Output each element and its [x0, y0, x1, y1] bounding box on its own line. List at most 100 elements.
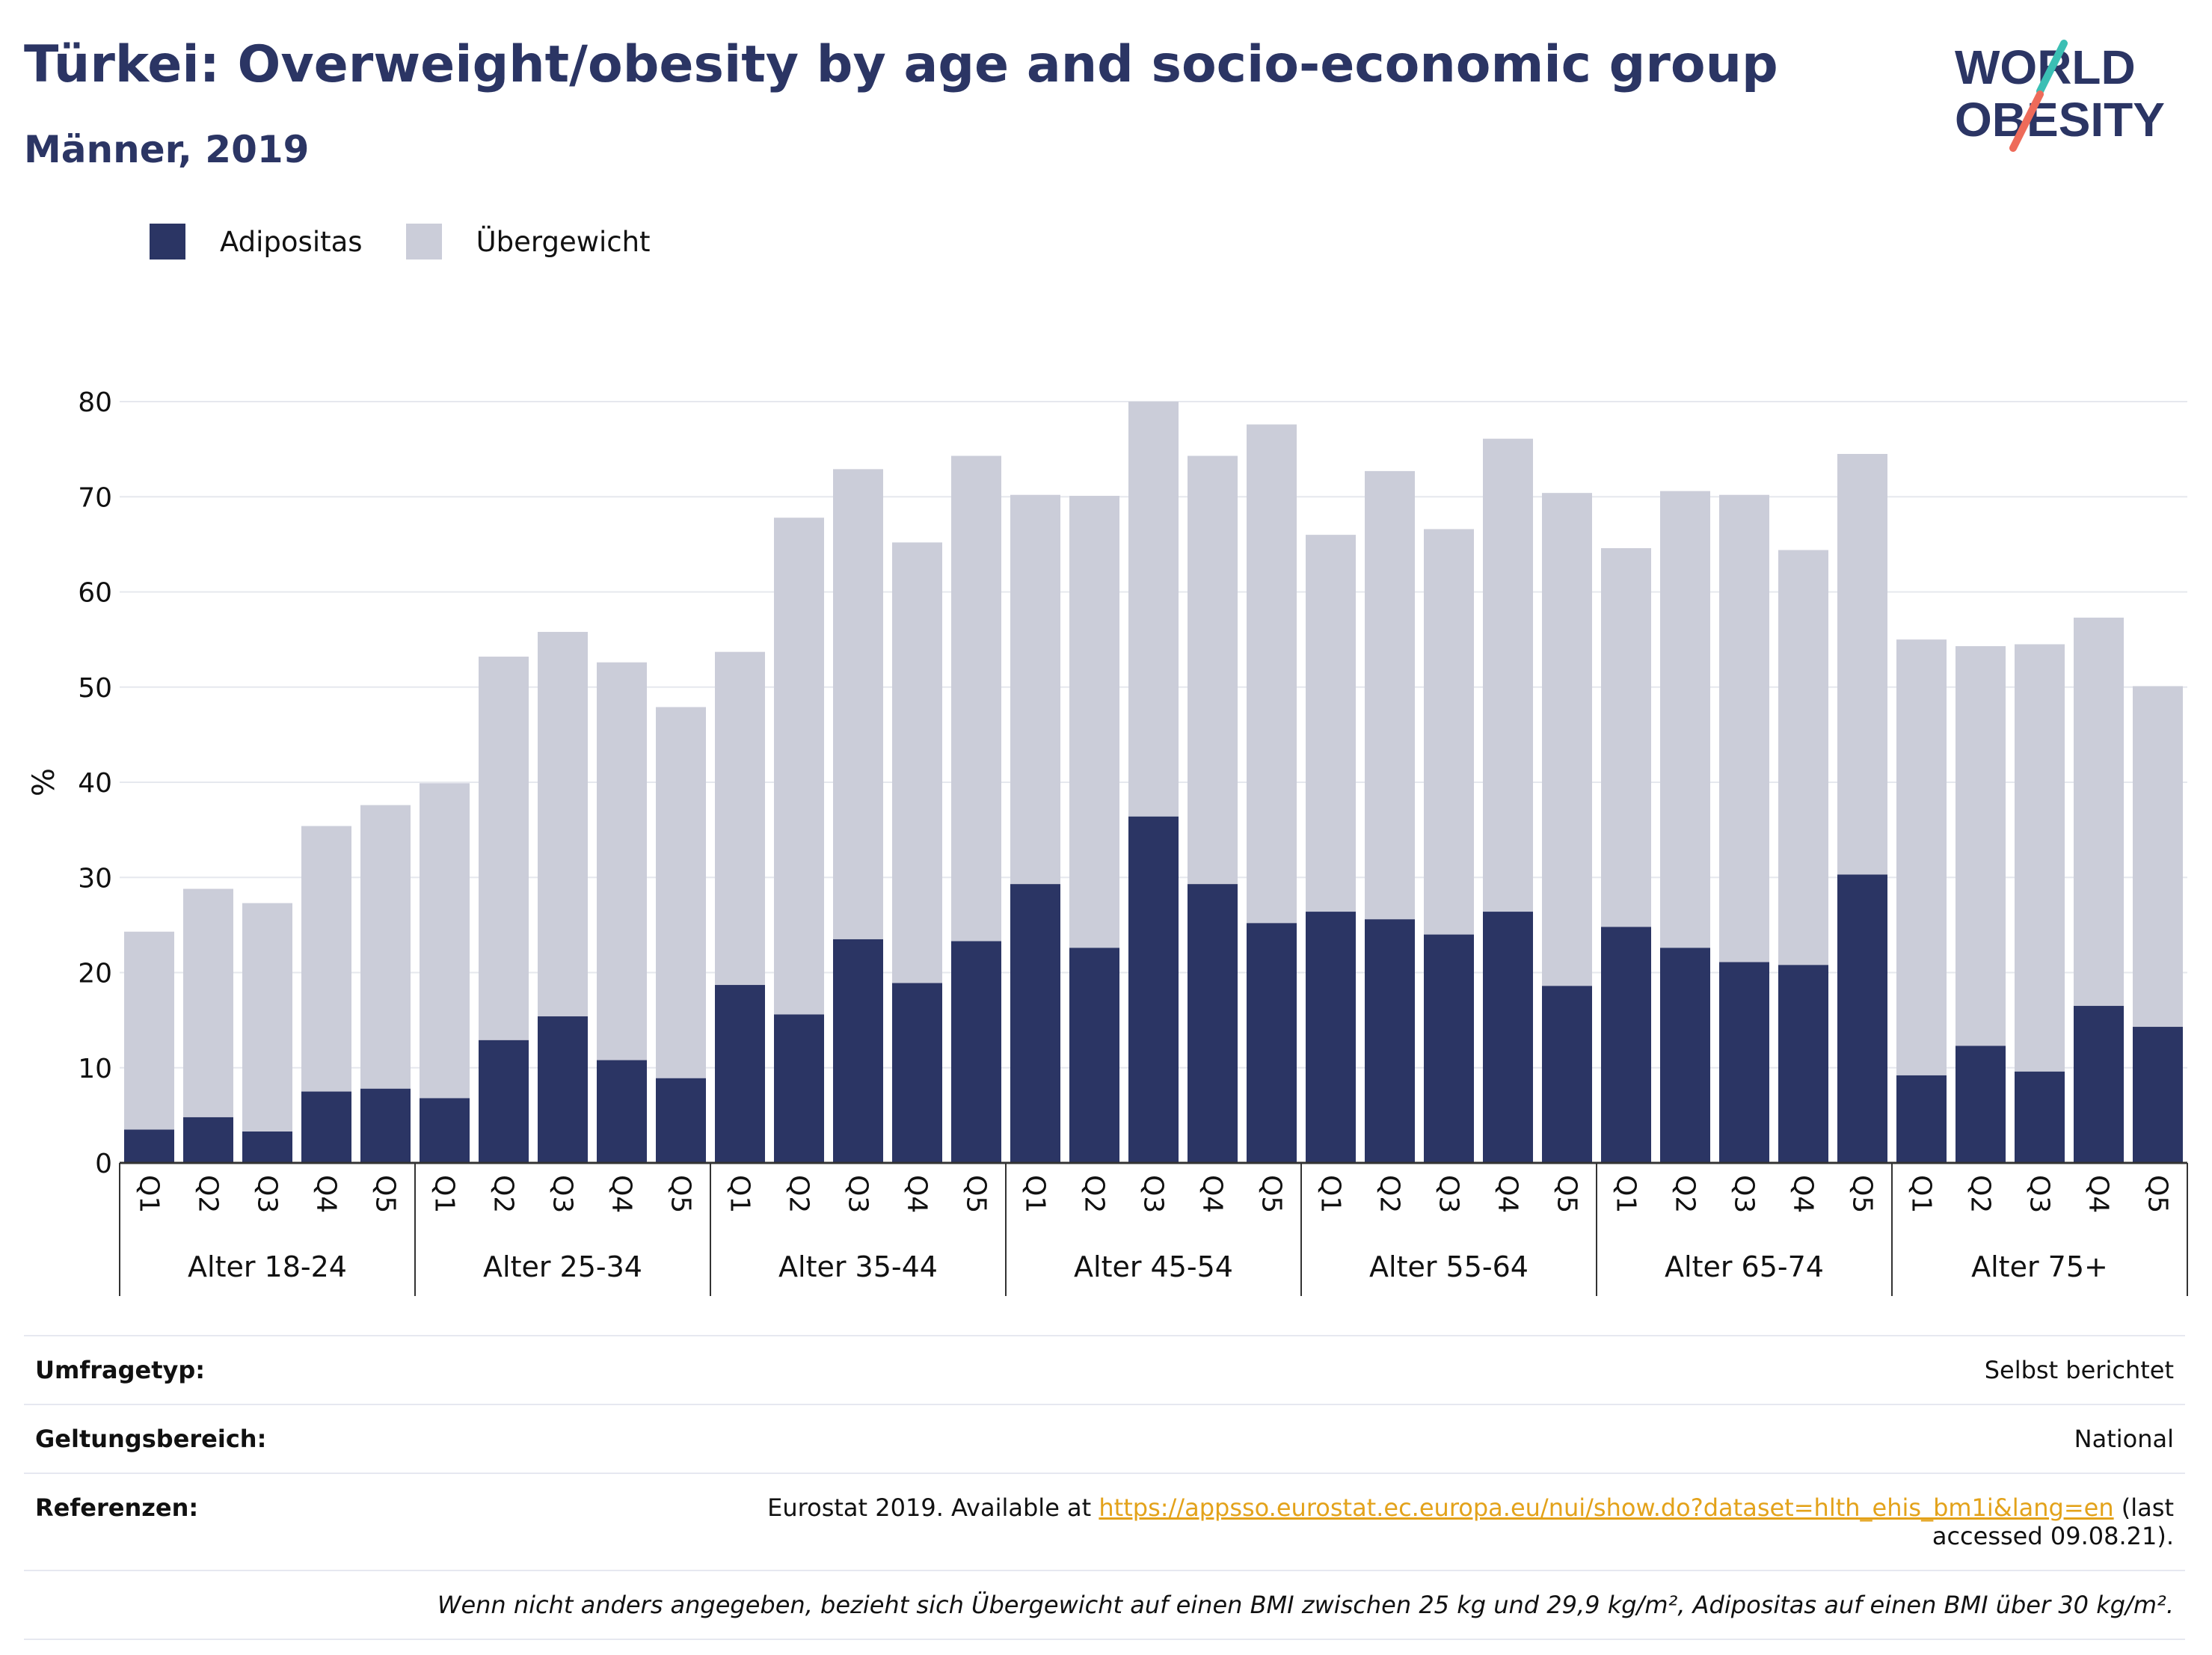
- bar-uebergewicht: [2015, 644, 2065, 1072]
- y-tick-label: 20: [78, 959, 112, 989]
- references-label: Referenzen:: [35, 1493, 199, 1522]
- legend-item-adipositas[interactable]: Adipositas: [150, 224, 363, 260]
- bar-adipositas: [715, 985, 765, 1163]
- x-tick-label: Q3: [252, 1175, 283, 1213]
- bar-uebergewicht: [1719, 494, 1769, 962]
- bar-uebergewicht: [242, 903, 292, 1132]
- group-label: Alter 45-54: [1074, 1250, 1233, 1283]
- y-tick-label: 0: [95, 1149, 112, 1179]
- x-tick-label: Q2: [1374, 1175, 1405, 1213]
- x-tick-label: Q1: [1020, 1175, 1051, 1213]
- group-label: Alter 35-44: [778, 1250, 938, 1283]
- bar-adipositas: [1247, 923, 1297, 1163]
- info-row-note: Wenn nicht anders angegeben, bezieht sic…: [24, 1570, 2185, 1640]
- bar-uebergewicht: [1660, 491, 1710, 948]
- x-tick-label: Q5: [961, 1175, 992, 1213]
- info-row-references: Referenzen: Eurostat 2019. Available at …: [24, 1473, 2185, 1570]
- x-tick-label: Q3: [1729, 1175, 1760, 1213]
- bar-adipositas: [2133, 1027, 2183, 1163]
- x-tick-label: Q3: [547, 1175, 578, 1213]
- bar-uebergewicht: [420, 783, 470, 1099]
- bar-adipositas: [420, 1098, 470, 1163]
- bar-uebergewicht: [124, 931, 174, 1130]
- logo-slash-teal: [2036, 40, 2068, 95]
- bar-adipositas: [538, 1016, 588, 1163]
- x-tick-label: Q5: [1256, 1175, 1287, 1213]
- y-tick-label: 60: [78, 578, 112, 609]
- x-tick-label: Q3: [1138, 1175, 1169, 1213]
- x-tick-label: Q4: [606, 1175, 637, 1213]
- bar-uebergewicht: [1365, 470, 1415, 920]
- bar-uebergewicht: [1956, 646, 2006, 1046]
- bar-adipositas: [1837, 874, 1887, 1163]
- bar-uebergewicht: [1778, 550, 1828, 965]
- legend: Adipositas Übergewicht: [150, 223, 694, 260]
- info-row-survey: Umfragetyp: Selbst berichtet: [24, 1335, 2185, 1404]
- group-label: Alter 18-24: [188, 1250, 347, 1283]
- x-tick-label: Q5: [1847, 1175, 1878, 1213]
- bar-adipositas: [892, 983, 942, 1163]
- references-prefix: Eurostat 2019. Available at: [767, 1493, 1099, 1522]
- survey-label: Umfragetyp:: [35, 1356, 206, 1384]
- bar-adipositas: [597, 1060, 647, 1163]
- legend-swatch-uebergewicht: [405, 224, 442, 260]
- x-tick-label: Q5: [1552, 1175, 1582, 1213]
- bar-uebergewicht: [774, 518, 824, 1015]
- x-tick-label: Q1: [1611, 1175, 1641, 1213]
- bar-adipositas: [1128, 816, 1179, 1163]
- legend-label-adipositas: Adipositas: [220, 225, 363, 258]
- bar-uebergewicht: [892, 542, 942, 983]
- x-tick-label: Q5: [2142, 1175, 2173, 1213]
- x-tick-label: Q4: [2083, 1175, 2114, 1213]
- x-tick-label: Q2: [193, 1175, 224, 1213]
- bar-adipositas: [1483, 912, 1533, 1163]
- x-tick-label: Q2: [784, 1175, 814, 1213]
- y-tick-label: 70: [78, 482, 112, 513]
- world-obesity-logo: WORLD OBESITY: [1955, 40, 2165, 152]
- bar-adipositas: [1542, 986, 1592, 1163]
- y-tick-label: 50: [78, 673, 112, 704]
- y-axis-label: %: [27, 768, 61, 796]
- bar-uebergewicht: [183, 888, 233, 1117]
- x-tick-label: Q2: [1670, 1175, 1701, 1213]
- bar-adipositas: [242, 1132, 292, 1163]
- bar-adipositas: [656, 1078, 706, 1163]
- bar-adipositas: [301, 1091, 351, 1163]
- group-label: Alter 55-64: [1369, 1250, 1529, 1283]
- y-tick-label: 30: [78, 863, 112, 894]
- bar-uebergewicht: [1247, 424, 1297, 924]
- y-tick-label: 40: [78, 768, 112, 799]
- chart-subtitle: Männer, 2019: [24, 128, 310, 171]
- bar-uebergewicht: [1010, 494, 1060, 885]
- bar-uebergewicht: [538, 631, 588, 1017]
- references-suffix: (last accessed 09.08.21).: [1932, 1493, 2174, 1550]
- bar-uebergewicht: [715, 651, 765, 986]
- definition-note: Wenn nicht anders angegeben, bezieht sic…: [437, 1591, 2174, 1619]
- scope-label: Geltungsbereich:: [35, 1425, 267, 1453]
- bar-adipositas: [183, 1117, 233, 1163]
- x-tick-label: Q5: [666, 1175, 696, 1213]
- group-label: Alter 75+: [1971, 1250, 2108, 1283]
- legend-item-uebergewicht[interactable]: Übergewicht: [405, 224, 651, 260]
- x-tick-label: Q4: [311, 1175, 342, 1213]
- bar-uebergewicht: [1601, 547, 1651, 927]
- bar-adipositas: [774, 1014, 824, 1163]
- references-link[interactable]: https://appsso.eurostat.ec.europa.eu/nui…: [1099, 1493, 2114, 1522]
- bar-uebergewicht: [1837, 453, 1887, 875]
- survey-value: Selbst berichtet: [1984, 1356, 2174, 1384]
- bar-adipositas: [2074, 1006, 2124, 1163]
- bar-adipositas: [1365, 919, 1415, 1163]
- bar-chart: 0 10 20 30 40 50 60 70 80% Q1 Q2 Q3 Q4 Q5 Alter 18-24 Q…: [27, 387, 2188, 1296]
- bar-uebergewicht: [656, 707, 706, 1078]
- bar-uebergewicht: [1188, 455, 1238, 885]
- legend-label-uebergewicht: Übergewicht: [476, 225, 651, 258]
- bar-adipositas: [360, 1088, 411, 1163]
- legend-swatch-adipositas: [150, 224, 185, 260]
- bar-adipositas: [833, 939, 883, 1163]
- bar-uebergewicht: [1069, 495, 1119, 948]
- x-tick-label: Q1: [725, 1175, 755, 1213]
- x-tick-label: Q1: [429, 1175, 460, 1213]
- x-tick-label: Q2: [488, 1175, 519, 1213]
- bar-uebergewicht: [2074, 617, 2124, 1007]
- references-value: Eurostat 2019. Available at https://apps…: [678, 1493, 2174, 1550]
